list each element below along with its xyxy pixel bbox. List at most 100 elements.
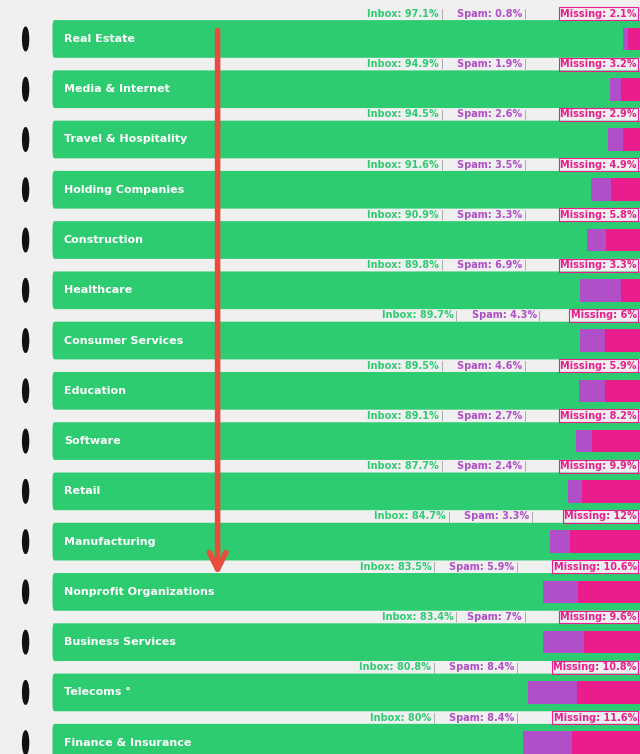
Text: Construction: Construction [64,235,144,245]
Bar [623,128,640,151]
FancyBboxPatch shape [52,422,640,460]
Text: |: | [440,59,444,69]
Text: Holding Companies: Holding Companies [64,185,184,195]
Bar [523,731,572,754]
Bar [628,28,640,51]
Bar [527,681,577,703]
Text: Spam: 2.4%: Spam: 2.4% [457,461,522,471]
Bar [580,279,621,302]
FancyBboxPatch shape [52,70,640,108]
Text: |: | [433,713,436,723]
Text: Education: Education [64,386,126,396]
Bar [592,430,640,452]
Text: Media & Internet: Media & Internet [64,84,170,94]
Text: Inbox: 89.7%: Inbox: 89.7% [381,311,453,320]
Text: Inbox: 84.7%: Inbox: 84.7% [374,511,446,522]
Text: Spam: 2.6%: Spam: 2.6% [457,109,522,119]
Text: |: | [440,260,444,271]
Text: |: | [440,411,444,421]
Text: |: | [440,159,444,170]
Text: Spam: 6.9%: Spam: 6.9% [457,260,522,270]
Text: |: | [524,109,527,120]
Circle shape [22,27,29,51]
Text: |: | [524,461,527,471]
Text: |: | [516,662,520,673]
Text: Inbox: 94.5%: Inbox: 94.5% [367,109,439,119]
Text: Healthcare: Healthcare [64,285,132,296]
Text: Spam: 4.6%: Spam: 4.6% [457,360,522,371]
Text: Missing: 5.8%: Missing: 5.8% [560,210,637,220]
Text: |: | [516,562,520,572]
Text: Spam: 3.3%: Spam: 3.3% [464,511,529,522]
Bar [605,329,640,352]
Circle shape [22,630,29,654]
Text: Missing: 11.6%: Missing: 11.6% [554,713,637,722]
Bar [580,329,605,352]
Text: Missing: 10.6%: Missing: 10.6% [554,562,637,572]
FancyBboxPatch shape [52,20,640,58]
Text: Spam: 8.4%: Spam: 8.4% [449,662,515,673]
FancyBboxPatch shape [52,372,640,409]
Text: Missing: 6%: Missing: 6% [571,311,637,320]
Text: Spam: 8.4%: Spam: 8.4% [449,713,515,722]
Text: Travel & Hospitality: Travel & Hospitality [64,134,188,145]
Text: Missing: 5.9%: Missing: 5.9% [560,360,637,371]
Bar [591,179,611,201]
Text: |: | [524,159,527,170]
Text: Inbox: 90.9%: Inbox: 90.9% [367,210,439,220]
Bar [579,379,605,402]
Text: Inbox: 91.6%: Inbox: 91.6% [367,160,439,170]
Bar [578,581,640,603]
Circle shape [22,530,29,553]
FancyBboxPatch shape [52,322,640,360]
Text: Missing: 2.9%: Missing: 2.9% [560,109,637,119]
Circle shape [22,480,29,503]
Circle shape [22,429,29,453]
Text: Inbox: 89.8%: Inbox: 89.8% [367,260,439,270]
Bar [543,581,578,603]
Text: Inbox: 97.1%: Inbox: 97.1% [367,9,439,19]
FancyBboxPatch shape [52,673,640,711]
Circle shape [22,329,29,352]
Text: |: | [440,360,444,371]
Bar [611,179,640,201]
Circle shape [22,681,29,704]
Bar [568,480,582,503]
Text: |: | [524,260,527,271]
Text: Retail: Retail [64,486,100,496]
Text: |: | [440,210,444,220]
Text: |: | [524,59,527,69]
Bar [621,78,640,100]
FancyBboxPatch shape [52,473,640,510]
Text: |: | [524,210,527,220]
Circle shape [22,178,29,201]
Bar [623,28,628,51]
Circle shape [22,379,29,403]
Bar [587,228,606,251]
Bar [605,379,640,402]
Text: Missing: 4.9%: Missing: 4.9% [560,160,637,170]
Text: |: | [524,411,527,421]
Text: Finance & Insurance: Finance & Insurance [64,737,191,748]
Bar [621,279,640,302]
Text: |: | [440,461,444,471]
Bar [584,631,640,654]
Text: Spam: 0.8%: Spam: 0.8% [457,9,522,19]
Text: Spam: 1.9%: Spam: 1.9% [457,59,522,69]
Text: Spam: 3.3%: Spam: 3.3% [457,210,522,220]
FancyBboxPatch shape [52,121,640,158]
Text: Missing: 12%: Missing: 12% [564,511,637,522]
Bar [577,681,640,703]
Bar [572,731,640,754]
Text: |: | [524,8,527,19]
Text: |: | [531,511,534,522]
Text: |: | [455,310,458,320]
Text: |: | [440,8,444,19]
Text: Inbox: 83.4%: Inbox: 83.4% [381,612,453,622]
Text: |: | [524,611,527,622]
Text: Inbox: 80%: Inbox: 80% [370,713,431,722]
Circle shape [22,78,29,101]
FancyBboxPatch shape [52,624,640,661]
Text: |: | [455,611,458,622]
FancyBboxPatch shape [52,171,640,209]
